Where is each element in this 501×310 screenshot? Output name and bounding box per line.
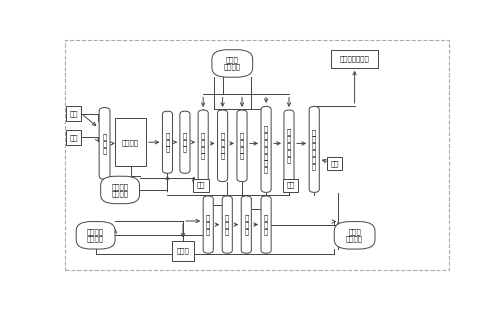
Text: 真空泵: 真空泵	[177, 247, 189, 254]
FancyBboxPatch shape	[222, 196, 232, 253]
FancyBboxPatch shape	[115, 118, 146, 166]
FancyBboxPatch shape	[331, 50, 378, 68]
Text: 盐
水
冷
却: 盐 水 冷 却	[240, 132, 244, 159]
FancyBboxPatch shape	[162, 111, 172, 173]
FancyBboxPatch shape	[334, 222, 375, 249]
Text: 间硝浓
硝酸贮槽: 间硝浓 硝酸贮槽	[346, 228, 363, 242]
Text: 初
氧
化
塔: 初 氧 化 塔	[201, 132, 205, 159]
FancyBboxPatch shape	[283, 179, 298, 192]
FancyBboxPatch shape	[66, 130, 81, 144]
Text: 尾气达标后放空: 尾气达标后放空	[340, 55, 369, 62]
FancyBboxPatch shape	[309, 106, 319, 192]
Text: 空气: 空气	[69, 134, 78, 141]
FancyBboxPatch shape	[203, 196, 213, 253]
Text: 空气: 空气	[197, 182, 205, 188]
FancyBboxPatch shape	[193, 179, 209, 192]
Text: 漂
白
塔: 漂 白 塔	[264, 215, 268, 235]
Text: 废热锅炉: 废热锅炉	[122, 139, 139, 145]
FancyBboxPatch shape	[198, 110, 208, 182]
Text: 气
冷
器: 气 冷 器	[183, 132, 187, 153]
FancyBboxPatch shape	[212, 50, 253, 77]
Text: 间硝浓
硝酸贮槽: 间硝浓 硝酸贮槽	[224, 57, 241, 70]
FancyBboxPatch shape	[284, 110, 294, 182]
FancyBboxPatch shape	[101, 176, 139, 204]
FancyBboxPatch shape	[327, 157, 342, 170]
FancyBboxPatch shape	[241, 196, 252, 253]
FancyBboxPatch shape	[217, 110, 227, 182]
FancyBboxPatch shape	[261, 196, 271, 253]
Text: 气氨: 气氨	[330, 160, 339, 167]
Text: 氧
化
炉: 氧 化 炉	[102, 133, 107, 153]
FancyBboxPatch shape	[261, 106, 271, 192]
Text: 重
氧
化
塔: 重 氧 化 塔	[220, 132, 225, 159]
Text: 发
烟
硫
酸
吸
收
塔: 发 烟 硫 酸 吸 收 塔	[264, 126, 268, 173]
Text: 冷
凝
器: 冷 凝 器	[244, 215, 248, 235]
Text: 稀
硝
酸
收
塔: 稀 硝 酸 收 塔	[287, 129, 291, 163]
FancyBboxPatch shape	[237, 110, 247, 182]
Text: 尾
气
处
理
装
置: 尾 气 处 理 装 置	[312, 129, 316, 170]
Text: 快
冷
器: 快 冷 器	[165, 132, 169, 153]
Text: 冷
凝
器: 冷 凝 器	[225, 215, 229, 235]
FancyBboxPatch shape	[76, 222, 115, 249]
FancyBboxPatch shape	[172, 241, 194, 261]
Text: 气氨: 气氨	[69, 110, 78, 117]
FancyBboxPatch shape	[99, 108, 110, 179]
Text: 液态四氧
化二氮槽: 液态四氧 化二氮槽	[87, 228, 104, 242]
Text: 冷
凝
器: 冷 凝 器	[206, 215, 210, 235]
Text: 加压工段
稀酸贮槽: 加压工段 稀酸贮槽	[112, 183, 129, 197]
FancyBboxPatch shape	[66, 106, 81, 121]
Text: 空气: 空气	[286, 182, 295, 188]
FancyBboxPatch shape	[180, 111, 190, 173]
